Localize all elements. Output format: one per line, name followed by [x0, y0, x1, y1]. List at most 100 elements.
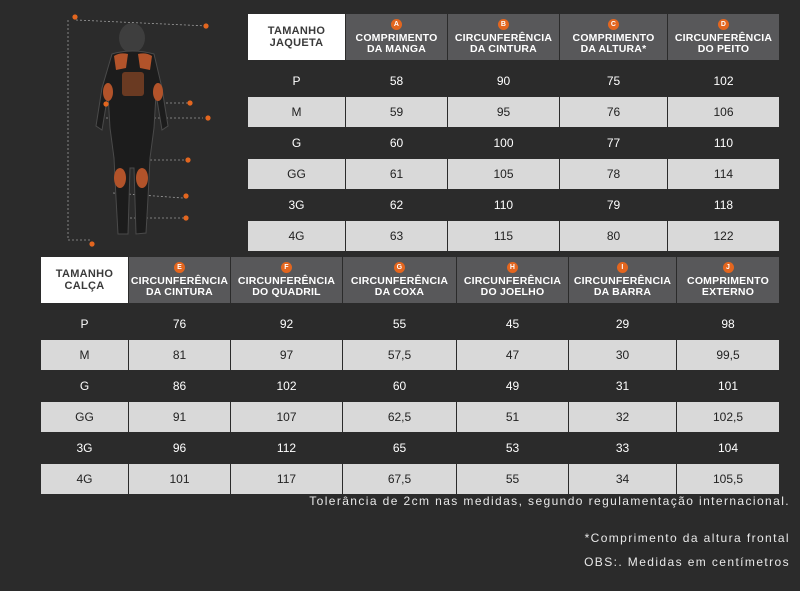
pants-corner-line1: TAMANHO [55, 268, 114, 280]
size-cell: 4G [247, 220, 346, 252]
pants-col-g-line1: CIRCUNFERÊNCIA [350, 275, 449, 287]
jacket-col-a-line2: DA MANGA [367, 43, 426, 55]
jacket-col-header-d: D CIRCUNFERÊNCIA DO PEITO [667, 13, 780, 61]
jacket-col-b-line1: CIRCUNFERÊNCIA [454, 32, 553, 44]
badge-d: D [718, 19, 729, 30]
value-cell: 49 [456, 370, 569, 402]
value-cell: 99,5 [676, 339, 780, 371]
badge-g: G [394, 262, 405, 273]
pants-corner-header: TAMANHO CALÇA [40, 256, 129, 304]
value-cell: 91 [128, 401, 231, 433]
pants-col-i-line2: DA BARRA [593, 286, 652, 298]
value-cell: 58 [345, 65, 448, 97]
jacket-header-row: TAMANHO JAQUETA A COMPRIMENTO DA MANGA B… [247, 13, 780, 61]
value-cell: 60 [342, 370, 457, 402]
value-cell: 65 [342, 432, 457, 464]
value-cell: 62 [345, 189, 448, 221]
value-cell: 32 [568, 401, 677, 433]
pants-col-header-i: I CIRCUNFERÊNCIA DA BARRA [568, 256, 677, 304]
value-cell: 53 [456, 432, 569, 464]
value-cell: 47 [456, 339, 569, 371]
badge-f: F [281, 262, 292, 273]
value-cell: 77 [559, 127, 668, 159]
pants-col-g-line2: DA COXA [374, 286, 425, 298]
table-row: 4G 101 117 67,5 55 34 105,5 [40, 463, 780, 495]
pants-col-e-line1: CIRCUNFERÊNCIA [130, 275, 229, 287]
size-cell: P [247, 65, 346, 97]
value-cell: 115 [447, 220, 560, 252]
value-cell: 63 [345, 220, 448, 252]
suit-measurement-diagram-icon [67, 14, 211, 247]
pants-corner-line2: CALÇA [64, 280, 105, 292]
size-cell: GG [247, 158, 346, 190]
value-cell: 86 [128, 370, 231, 402]
badge-e: E [174, 262, 185, 273]
value-cell: 101 [676, 370, 780, 402]
value-cell: 61 [345, 158, 448, 190]
value-cell: 107 [230, 401, 343, 433]
badge-i: I [617, 262, 628, 273]
value-cell: 104 [676, 432, 780, 464]
size-cell: GG [40, 401, 129, 433]
pants-col-j-line2: EXTERNO [701, 286, 755, 298]
value-cell: 81 [128, 339, 231, 371]
units-note: OBS:. Medidas em centímetros [584, 555, 790, 569]
pants-col-f-line2: DO QUADRIL [252, 286, 321, 298]
value-cell: 96 [128, 432, 231, 464]
value-cell: 105 [447, 158, 560, 190]
suit-silhouette [95, 23, 169, 235]
pants-col-header-f: F CIRCUNFERÊNCIA DO QUADRIL [230, 256, 343, 304]
table-row: M 59 95 76 106 [247, 96, 780, 128]
pants-col-h-line1: CIRCUNFERÊNCIA [463, 275, 562, 287]
frontal-height-note: *Comprimento da altura frontal [584, 531, 790, 545]
pants-col-header-e: E CIRCUNFERÊNCIA DA CINTURA [128, 256, 231, 304]
value-cell: 95 [447, 96, 560, 128]
value-cell: 31 [568, 370, 677, 402]
value-cell: 105,5 [676, 463, 780, 495]
value-cell: 110 [667, 127, 780, 159]
value-cell: 60 [345, 127, 448, 159]
pants-col-h-line2: DO JOELHO [480, 286, 545, 298]
size-cell: M [40, 339, 129, 371]
jacket-corner-line2: JAQUETA [269, 37, 324, 49]
value-cell: 97 [230, 339, 343, 371]
table-row: G 60 100 77 110 [247, 127, 780, 159]
jacket-col-d-line2: DO PEITO [697, 43, 750, 55]
value-cell: 98 [676, 308, 780, 340]
table-row: P 58 90 75 102 [247, 65, 780, 97]
size-cell: 3G [40, 432, 129, 464]
pants-col-j-line1: COMPRIMENTO [687, 275, 769, 287]
value-cell: 102 [230, 370, 343, 402]
value-cell: 102 [667, 65, 780, 97]
value-cell: 106 [667, 96, 780, 128]
table-row: G 86 102 60 49 31 101 [40, 370, 780, 402]
pants-col-e-line2: DA CINTURA [146, 286, 213, 298]
value-cell: 76 [128, 308, 231, 340]
measurement-dots [72, 14, 211, 247]
jacket-col-c-line1: COMPRIMENTO [572, 32, 655, 44]
value-cell: 80 [559, 220, 668, 252]
table-row: 3G 62 110 79 118 [247, 189, 780, 221]
value-cell: 30 [568, 339, 677, 371]
badge-h: H [507, 262, 518, 273]
pants-col-f-line1: CIRCUNFERÊNCIA [237, 275, 336, 287]
value-cell: 34 [568, 463, 677, 495]
value-cell: 101 [128, 463, 231, 495]
value-cell: 67,5 [342, 463, 457, 495]
badge-c: C [608, 19, 619, 30]
size-cell: 3G [247, 189, 346, 221]
badge-j: J [722, 262, 734, 273]
pants-size-table: TAMANHO CALÇA E CIRCUNFERÊNCIA DA CINTUR… [40, 256, 780, 495]
jacket-col-b-line2: DA CINTURA [470, 43, 537, 55]
value-cell: 29 [568, 308, 677, 340]
jacket-col-header-b: B CIRCUNFERÊNCIA DA CINTURA [447, 13, 560, 61]
size-cell: G [247, 127, 346, 159]
table-row: GG 61 105 78 114 [247, 158, 780, 190]
value-cell: 122 [667, 220, 780, 252]
pants-col-header-j: J COMPRIMENTO EXTERNO [676, 256, 780, 304]
value-cell: 102,5 [676, 401, 780, 433]
jacket-size-table: TAMANHO JAQUETA A COMPRIMENTO DA MANGA B… [247, 13, 780, 252]
size-cell: G [40, 370, 129, 402]
badge-a: A [391, 19, 402, 30]
badge-b: B [498, 19, 509, 30]
